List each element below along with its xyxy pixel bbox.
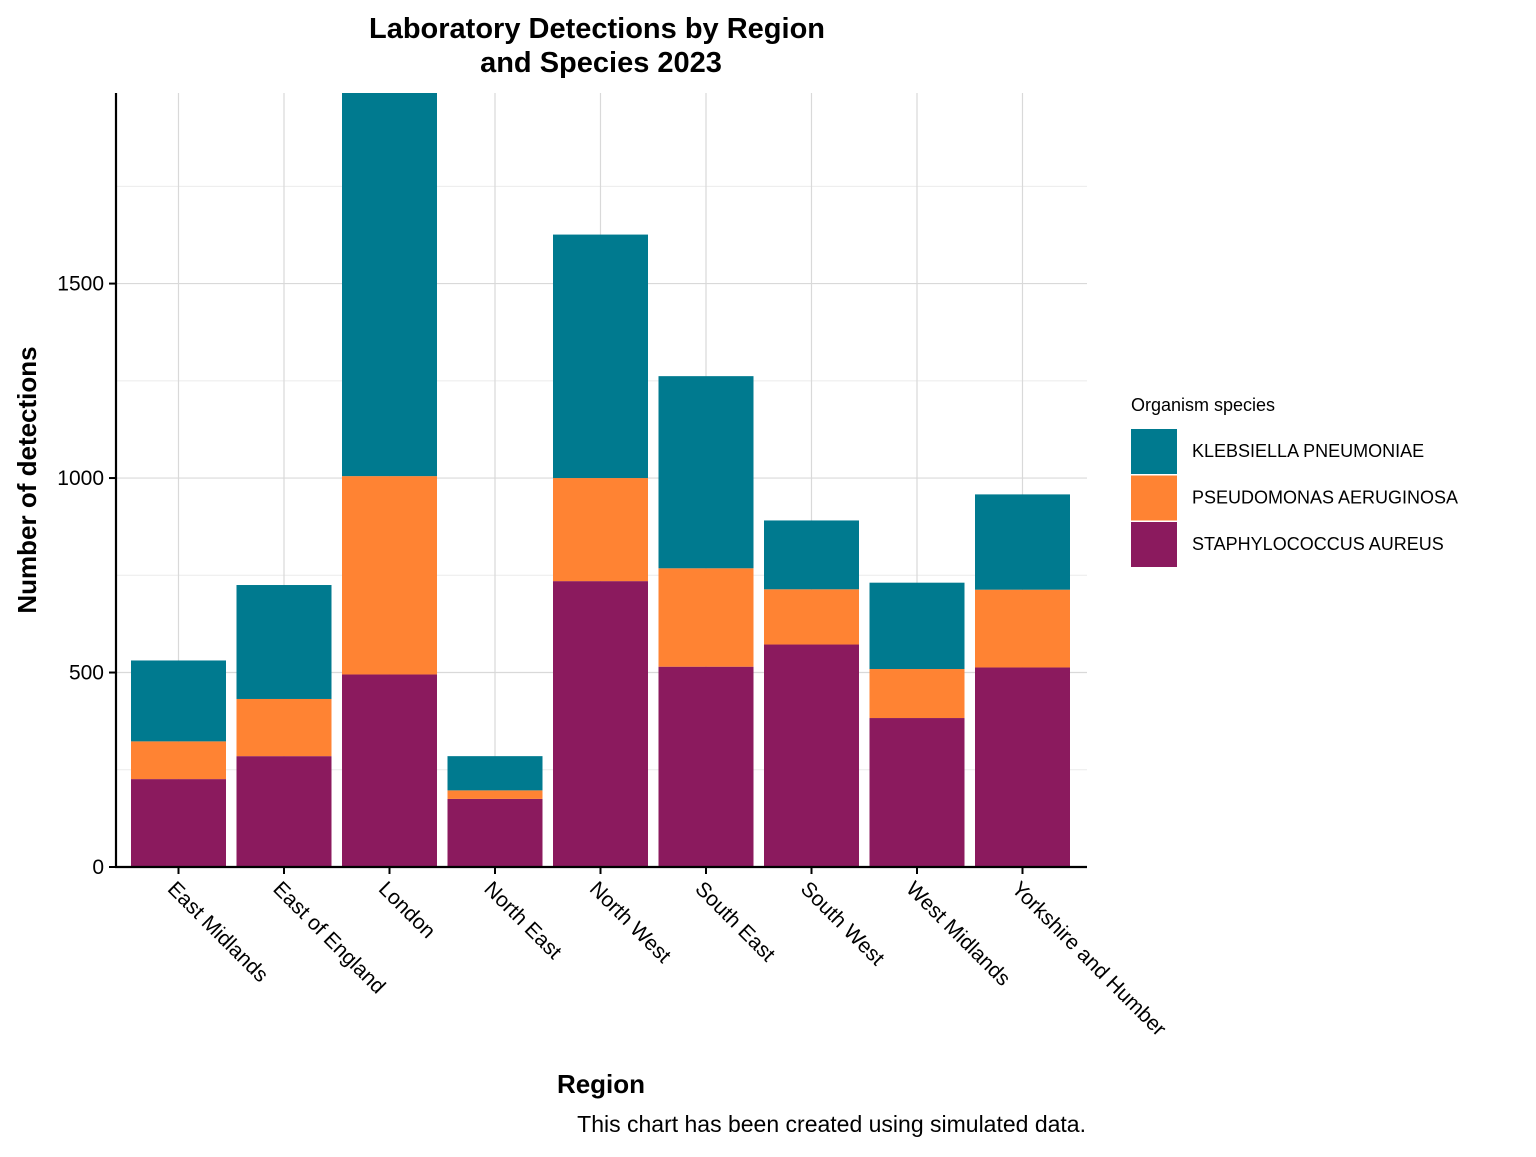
x-tick-label: East Midlands xyxy=(163,877,273,987)
bar-klebsiella-pneumoniae xyxy=(764,520,859,590)
legend-label-klebsiella-pneumoniae: KLEBSIELLA PNEUMONIAE xyxy=(1192,441,1424,461)
x-tick-label: South West xyxy=(796,877,889,970)
chart-caption: This chart has been created using simula… xyxy=(577,1111,1086,1137)
y-tick-label: 1500 xyxy=(57,273,104,296)
legend: Organism species KLEBSIELLA PNEUMONIAE PS… xyxy=(1131,395,1458,567)
bar-staphylococcus-aureus xyxy=(975,667,1070,867)
x-tick-label: West Midlands xyxy=(901,877,1014,990)
legend-swatch-pseudomonas-aeruginosa xyxy=(1131,475,1177,521)
x-tick-label: Yorkshire and Humber xyxy=(1007,877,1170,1040)
bar-pseudomonas-aeruginosa xyxy=(553,478,648,582)
bar-pseudomonas-aeruginosa xyxy=(447,790,543,799)
legend-title: Organism species xyxy=(1131,395,1275,415)
x-tick-label: East of England xyxy=(268,877,389,998)
bar-pseudomonas-aeruginosa xyxy=(236,698,332,757)
bar-klebsiella-pneumoniae xyxy=(447,756,543,791)
legend-label-staphylococcus-aureus: STAPHYLOCOCCUS AUREUS xyxy=(1192,534,1444,554)
chart-title-line-1: Laboratory Detections by Region xyxy=(369,13,825,45)
bar-staphylococcus-aureus xyxy=(447,798,543,867)
x-axis-label: Region xyxy=(557,1069,645,1099)
bar-klebsiella-pneumoniae xyxy=(131,660,226,742)
y-tick-label: 1000 xyxy=(57,467,104,490)
chart-title-line-2: and Species 2023 xyxy=(480,47,722,79)
bar-staphylococcus-aureus xyxy=(131,779,226,867)
bar-pseudomonas-aeruginosa xyxy=(131,741,226,780)
x-tick-label: North West xyxy=(585,877,675,967)
bar-staphylococcus-aureus xyxy=(553,581,648,867)
y-axis-label: Number of detections xyxy=(12,346,42,613)
y-tick-label: 500 xyxy=(69,662,104,685)
bar-klebsiella-pneumoniae xyxy=(975,494,1070,590)
bar-klebsiella-pneumoniae xyxy=(869,582,965,670)
bar-klebsiella-pneumoniae xyxy=(553,234,648,479)
y-tick-label: 0 xyxy=(92,856,104,879)
bar-pseudomonas-aeruginosa xyxy=(342,476,437,675)
bar-staphylococcus-aureus xyxy=(342,674,437,867)
legend-swatch-klebsiella-pneumoniae xyxy=(1131,429,1177,474)
bar-staphylococcus-aureus xyxy=(764,644,859,867)
bar-klebsiella-pneumoniae xyxy=(236,585,332,699)
bar-pseudomonas-aeruginosa xyxy=(658,568,754,667)
bar-staphylococcus-aureus xyxy=(236,756,332,867)
bar-klebsiella-pneumoniae xyxy=(658,376,754,569)
bar-pseudomonas-aeruginosa xyxy=(869,669,965,719)
bar-pseudomonas-aeruginosa xyxy=(975,589,1070,668)
bars xyxy=(131,93,1070,867)
x-tick-label: North East xyxy=(479,877,566,964)
legend-label-pseudomonas-aeruginosa: PSEUDOMONAS AERUGINOSA xyxy=(1192,488,1458,508)
bar-pseudomonas-aeruginosa xyxy=(764,589,859,645)
x-tick-label: South East xyxy=(690,877,779,966)
bar-staphylococcus-aureus xyxy=(869,718,965,867)
bar-staphylococcus-aureus xyxy=(658,666,754,867)
bar-klebsiella-pneumoniae xyxy=(342,93,437,477)
x-tick-label: London xyxy=(374,877,440,943)
legend-swatch-staphylococcus-aureus xyxy=(1131,522,1177,567)
